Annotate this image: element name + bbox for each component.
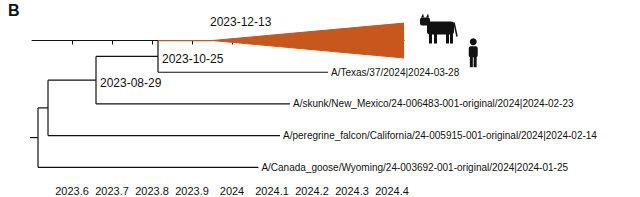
svg-text:2023.8: 2023.8 bbox=[135, 185, 169, 197]
svg-text:2023-12-13: 2023-12-13 bbox=[210, 15, 272, 29]
svg-text:2024.4: 2024.4 bbox=[375, 185, 409, 197]
svg-text:2023.9: 2023.9 bbox=[175, 185, 209, 197]
svg-text:2024.2: 2024.2 bbox=[295, 185, 329, 197]
svg-text:2023.7: 2023.7 bbox=[95, 185, 129, 197]
svg-text:2024.3: 2024.3 bbox=[335, 185, 369, 197]
svg-text:A/Texas/37/2024|2024-03-28: A/Texas/37/2024|2024-03-28 bbox=[331, 67, 460, 78]
svg-text:2024.1: 2024.1 bbox=[255, 185, 289, 197]
svg-text:2024: 2024 bbox=[220, 185, 244, 197]
svg-text:2023.6: 2023.6 bbox=[55, 185, 89, 197]
svg-text:A/peregrine_falcon/California/: A/peregrine_falcon/California/24-005915-… bbox=[283, 130, 597, 141]
svg-text:A/skunk/New_Mexico/24-006483-0: A/skunk/New_Mexico/24-006483-001-origina… bbox=[293, 98, 574, 109]
svg-text:A/Canada_goose/Wyoming/24-0036: A/Canada_goose/Wyoming/24-003692-001-ori… bbox=[261, 162, 568, 173]
svg-text:2023-10-25: 2023-10-25 bbox=[162, 52, 224, 66]
svg-text:B: B bbox=[8, 2, 20, 19]
svg-text:2023-08-29: 2023-08-29 bbox=[100, 76, 162, 90]
